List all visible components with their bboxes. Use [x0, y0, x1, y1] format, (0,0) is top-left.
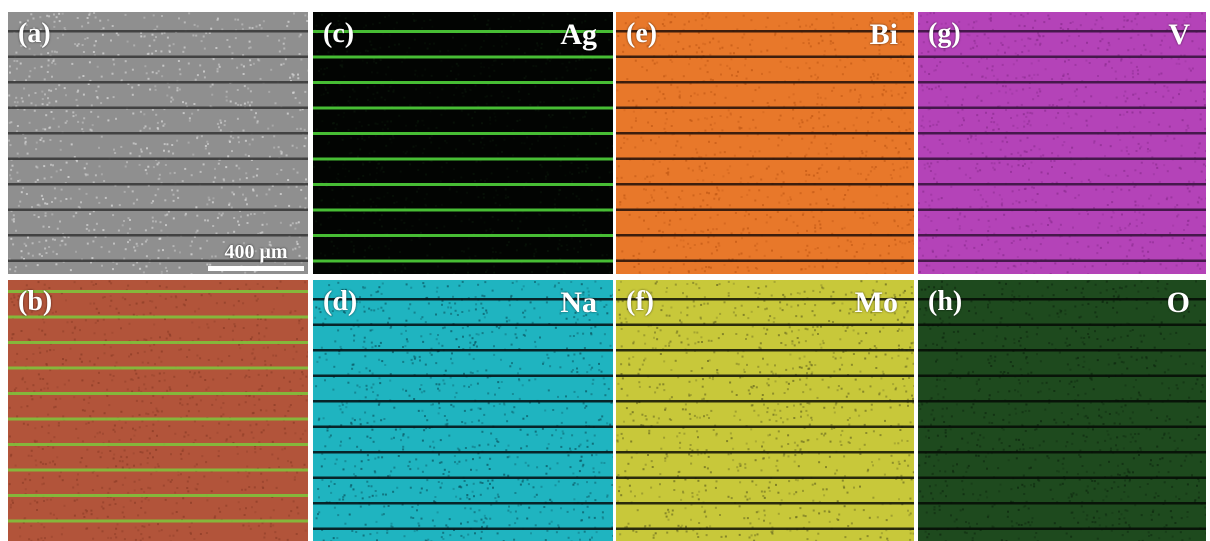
panel-h-element: O	[1166, 286, 1190, 319]
panel-e-element: Bi	[869, 18, 898, 51]
panel-e-map	[616, 12, 914, 274]
panel-e-label: (e)	[626, 18, 658, 49]
panel-f-mo-map: (f) Mo	[616, 280, 914, 541]
panel-c-element: Ag	[560, 18, 597, 51]
scale-bar-label: 400 μm	[224, 241, 288, 263]
panel-g-label: (g)	[928, 18, 961, 49]
panel-a-sem-image: (a) 400 μm	[8, 12, 308, 274]
scale-bar-line	[208, 266, 304, 271]
panel-b-map	[8, 280, 308, 541]
panel-a-micrograph	[8, 12, 308, 274]
panel-d-label: (d)	[323, 286, 358, 317]
panel-c-map	[313, 12, 613, 274]
panel-g-map	[918, 12, 1206, 274]
panel-d-map	[313, 280, 613, 541]
panel-g-v-map: (g) V	[918, 12, 1206, 274]
scale-bar: 400 μm	[208, 242, 304, 271]
panel-e-bi-map: (e) Bi	[616, 12, 914, 274]
panel-h-label: (h)	[928, 286, 963, 317]
panel-a-label: (a)	[18, 18, 51, 49]
panel-b-label: (b)	[18, 286, 53, 317]
panel-h-o-map: (h) O	[918, 280, 1206, 541]
panel-f-label: (f)	[626, 286, 654, 317]
panel-h-map	[918, 280, 1206, 541]
panel-d-element: Na	[560, 286, 597, 319]
panel-f-map	[616, 280, 914, 541]
panel-b-overlay-map: (b)	[8, 280, 308, 541]
panel-f-element: Mo	[854, 286, 898, 319]
panel-c-ag-map: (c) Ag	[313, 12, 613, 274]
panel-d-na-map: (d) Na	[313, 280, 613, 541]
panel-c-label: (c)	[323, 18, 355, 49]
panel-g-element: V	[1168, 18, 1190, 51]
